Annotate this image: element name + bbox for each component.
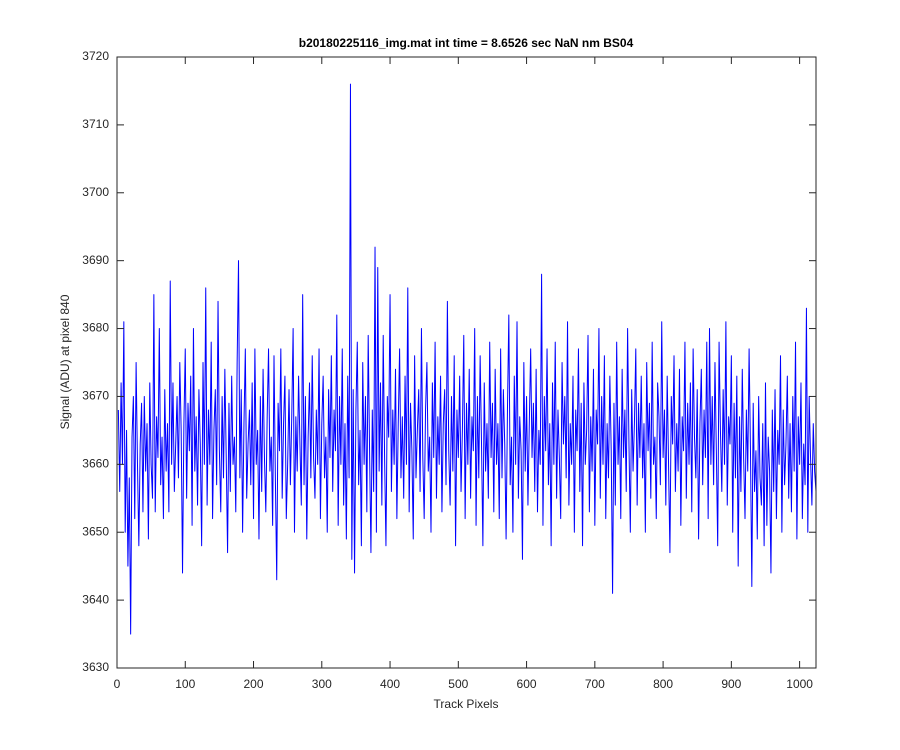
- y-tick-label: 3680: [82, 321, 109, 335]
- x-tick-label: 400: [380, 677, 400, 691]
- y-tick-label: 3690: [82, 253, 109, 267]
- y-tick-label: 3670: [82, 389, 109, 403]
- y-tick-label: 3710: [82, 117, 109, 131]
- y-tick-label: 3720: [82, 49, 109, 63]
- x-tick-label: 700: [585, 677, 605, 691]
- y-tick-label: 3660: [82, 457, 109, 471]
- y-tick-label: 3700: [82, 185, 109, 199]
- x-tick-label: 1000: [786, 677, 813, 691]
- x-tick-label: 200: [244, 677, 264, 691]
- x-tick-label: 500: [448, 677, 468, 691]
- x-tick-label: 0: [114, 677, 121, 691]
- y-tick-label: 3630: [82, 660, 109, 674]
- x-tick-label: 600: [517, 677, 537, 691]
- y-tick-label: 3650: [82, 524, 109, 538]
- axes-box: [116, 56, 817, 669]
- data-line: [117, 83, 817, 635]
- x-tick-label: 300: [312, 677, 332, 691]
- y-axis-label: Signal (ADU) at pixel 840: [58, 294, 72, 429]
- x-tick-label: 800: [653, 677, 673, 691]
- x-tick-label: 900: [721, 677, 741, 691]
- x-tick-label: 100: [175, 677, 195, 691]
- y-tick-label: 3640: [82, 592, 109, 606]
- plot-area: [117, 57, 816, 668]
- chart-title: b20180225116_img.mat int time = 8.6526 s…: [299, 36, 634, 50]
- x-axis-label: Track Pixels: [434, 697, 499, 711]
